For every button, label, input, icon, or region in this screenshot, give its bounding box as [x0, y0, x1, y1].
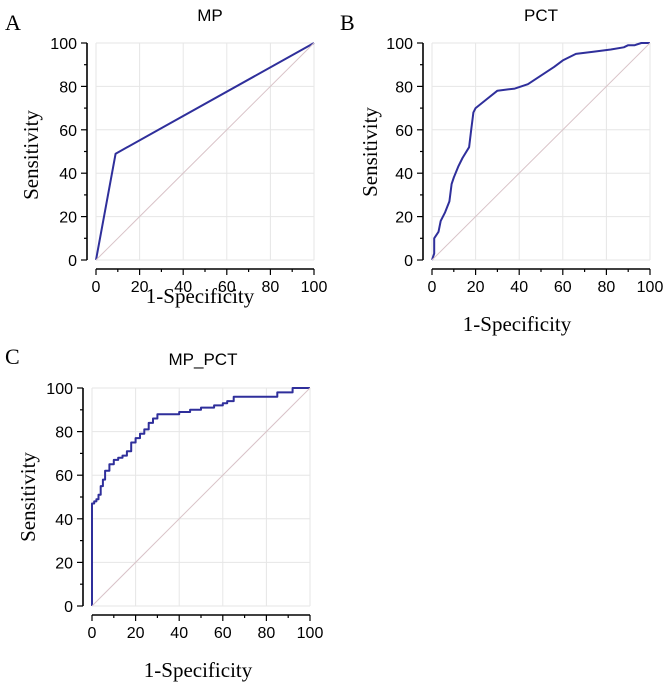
panel-c-ytick-label-20: 20: [55, 555, 73, 572]
panel-a-xtick-label-20: 20: [131, 279, 149, 296]
panel-b-xtick-label-60: 60: [554, 279, 572, 296]
panel-a-roc-curve: [95, 42, 315, 261]
panel-c-roc-curve: [91, 387, 310, 606]
panel-b-ytick-label-0: 0: [404, 253, 413, 270]
panel-c-ytick-label-80: 80: [55, 425, 73, 442]
panel-b-ytick-label-40: 40: [395, 166, 413, 183]
panel-c-ytick-label-40: 40: [55, 512, 73, 529]
panel-a-ytick-label-60: 60: [59, 123, 77, 140]
panel-b-reference-line: [431, 42, 651, 261]
panel-c-xtick-label-0: 0: [88, 625, 97, 642]
panel-c-ytick-label-100: 100: [46, 381, 73, 398]
panel-a-xlabel: 1-Specificity: [146, 284, 255, 308]
panel-c-xlabel: 1-Specificity: [144, 658, 253, 682]
panel-a-ylabel: Sensitivity: [19, 110, 43, 200]
panel-b-letter: B: [340, 10, 355, 35]
panel-c-xtick-label-40: 40: [170, 625, 188, 642]
panel-a-reference-line: [95, 42, 315, 261]
panel-b-roc-curve: [431, 42, 650, 261]
panel-a-ytick-label-80: 80: [59, 79, 77, 96]
panel-c-ylabel: Sensitivity: [16, 452, 40, 542]
panel-b-xtick-label-0: 0: [428, 279, 437, 296]
panel-b-ytick-label-100: 100: [386, 36, 413, 53]
panel-c-title: MP_PCT: [169, 350, 238, 369]
panel-a-xtick-label-80: 80: [262, 279, 280, 296]
panel-c-xtick-label-100: 100: [297, 625, 324, 642]
panel-c-ytick-label-60: 60: [55, 468, 73, 485]
panel-b-xlabel: 1-Specificity: [463, 312, 572, 336]
panel-a-xtick-label-0: 0: [92, 279, 101, 296]
panel-b-xtick-label-40: 40: [510, 279, 528, 296]
panel-c-plot: 0 20 40 60 80 100 0 20 40 60 80 100: [46, 381, 323, 642]
panel-c-xtick-label-20: 20: [127, 625, 145, 642]
panel-b-xtick-label-80: 80: [598, 279, 616, 296]
panel-a-plot: 0 20 40 60 80 100 0 20 40 60 80 100: [50, 36, 327, 296]
panel-c: C MP_PCT 1-Specificity Sensitivity 0 20 40…: [5, 344, 323, 682]
panel-b-title: PCT: [524, 6, 558, 25]
panel-b-ytick-label-80: 80: [395, 79, 413, 96]
panel-c-xtick-label-60: 60: [214, 625, 232, 642]
panel-a-xtick-label-100: 100: [301, 279, 328, 296]
panel-a-title: MP: [197, 6, 223, 25]
panel-c-ytick-label-0: 0: [64, 599, 73, 616]
panel-a-ytick-label-40: 40: [59, 166, 77, 183]
panel-c-reference-line: [91, 387, 311, 607]
panel-b-xtick-label-100: 100: [637, 279, 664, 296]
panel-b-plot: 0 20 40 60 80 100 0 20 40 60 80 100: [386, 36, 663, 296]
panel-c-letter: C: [5, 344, 20, 369]
panel-b-ylabel: Sensitivity: [358, 107, 382, 197]
panel-a-ytick-label-20: 20: [59, 210, 77, 227]
panel-a-xtick-label-60: 60: [218, 279, 236, 296]
panel-a-letter: A: [5, 10, 21, 35]
panel-b-xtick-label-20: 20: [467, 279, 485, 296]
panel-b-ytick-label-20: 20: [395, 210, 413, 227]
panel-a-ytick-label-100: 100: [50, 36, 77, 53]
panel-c-xtick-label-80: 80: [258, 625, 276, 642]
panel-b-ytick-label-60: 60: [395, 123, 413, 140]
panel-b: B PCT 1-Specificity Sensitivity 0 20 40 60 8…: [340, 6, 663, 336]
panel-a-xtick-label-40: 40: [174, 279, 192, 296]
panel-a: A MP 1-Specificity Sensitivity 0 20 40 60 80…: [5, 6, 327, 308]
panel-a-ytick-label-0: 0: [68, 253, 77, 270]
